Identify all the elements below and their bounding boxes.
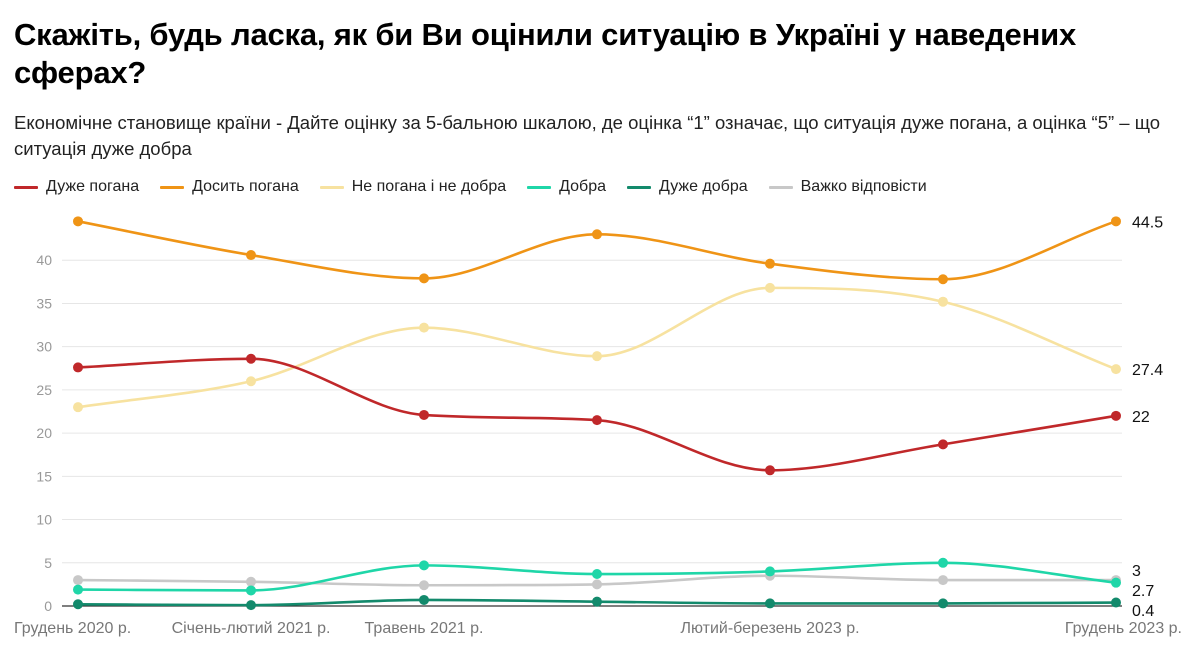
series-group [73, 594, 1121, 611]
legend-swatch [768, 185, 793, 189]
end-value-label: 27.4 [1132, 362, 1163, 379]
data-point[interactable] [73, 584, 83, 595]
data-point[interactable] [1111, 216, 1121, 227]
end-value-label: 3 [1132, 563, 1141, 580]
y-tick-label: 35 [36, 295, 52, 311]
data-point[interactable] [765, 566, 775, 577]
data-point[interactable] [419, 322, 429, 333]
data-point[interactable] [246, 376, 256, 387]
legend-item[interactable]: Важко відповісти [768, 178, 927, 196]
y-tick-label: 40 [36, 252, 52, 268]
legend-label: Досить погана [192, 178, 299, 195]
data-point[interactable] [765, 465, 775, 476]
data-point[interactable] [592, 229, 602, 240]
data-point[interactable] [592, 596, 602, 607]
data-point[interactable] [73, 216, 83, 227]
data-point[interactable] [73, 362, 83, 373]
legend-swatch [319, 185, 344, 189]
end-value-label: 44.5 [1132, 214, 1163, 231]
data-point[interactable] [419, 560, 429, 571]
legend-label: Не погана і не добра [351, 178, 507, 195]
data-point[interactable] [938, 557, 948, 568]
chart-subtitle: Економічне становище країни - Дайте оцін… [14, 112, 1161, 159]
chart-title: Скажіть, будь ласка, як би Ви оцінили си… [14, 17, 1077, 90]
data-point[interactable] [592, 415, 602, 426]
data-point[interactable] [419, 594, 429, 605]
data-point[interactable] [938, 296, 948, 307]
data-point[interactable] [419, 580, 429, 591]
end-value-label: 2.7 [1132, 583, 1154, 600]
data-point[interactable] [765, 258, 775, 269]
series-line [77, 357, 1117, 472]
y-tick-label: 30 [36, 339, 52, 355]
legend-label: Дуже погана [46, 178, 140, 195]
series-group [73, 282, 1121, 413]
x-tick-label: Січень-лютий 2021 р. [172, 620, 331, 637]
legend-swatch [627, 185, 652, 189]
series-line [77, 286, 1117, 409]
data-point[interactable] [765, 598, 775, 609]
legend-swatch [160, 185, 185, 189]
data-point[interactable] [938, 274, 948, 285]
y-tick-label: 0 [44, 598, 52, 614]
data-point[interactable] [246, 600, 256, 611]
data-point[interactable] [938, 598, 948, 609]
legend-label: Добра [559, 178, 607, 195]
x-tick-label: Травень 2021 р. [365, 620, 484, 637]
legend-label: Важко відповісти [800, 178, 927, 195]
legend-item[interactable]: Не погана і не добра [319, 178, 507, 196]
end-value-label: 0.4 [1132, 603, 1154, 620]
data-point[interactable] [1111, 410, 1121, 421]
data-point[interactable] [246, 250, 256, 261]
x-tick-label: Лютий-березень 2023 р. [680, 620, 859, 637]
legend-label: Дуже добра [659, 178, 748, 195]
y-tick-label: 20 [36, 425, 52, 441]
series-group [73, 557, 1121, 596]
data-point[interactable] [765, 282, 775, 293]
data-point[interactable] [1111, 364, 1121, 375]
data-point[interactable] [73, 599, 83, 610]
data-point[interactable] [592, 351, 602, 362]
series-group [73, 216, 1121, 285]
legend-swatch [14, 185, 38, 189]
data-point[interactable] [1111, 597, 1121, 608]
x-tick-label: Грудень 2020 р. [14, 620, 131, 637]
y-tick-label: 5 [44, 555, 52, 571]
data-point[interactable] [419, 273, 429, 284]
chart-legend: Дуже погана Досить погана Не погана і не д… [14, 178, 948, 196]
legend-item[interactable]: Досить погана [160, 178, 299, 196]
data-point[interactable] [938, 439, 948, 450]
x-tick-label: Грудень 2023 р. [1065, 620, 1182, 637]
data-point[interactable] [592, 579, 602, 590]
legend-swatch [527, 185, 552, 189]
data-point[interactable] [246, 576, 256, 587]
legend-item[interactable]: Дуже погана [14, 178, 139, 196]
data-point[interactable] [938, 575, 948, 586]
y-tick-label: 25 [36, 382, 52, 398]
series-group [73, 353, 1121, 476]
y-tick-label: 10 [36, 512, 52, 528]
data-point[interactable] [246, 585, 256, 596]
legend-item[interactable]: Дуже добра [627, 178, 748, 196]
end-value-label: 22 [1132, 409, 1150, 426]
legend-item[interactable]: Добра [527, 178, 606, 196]
data-point[interactable] [1111, 577, 1121, 588]
y-tick-label: 15 [36, 468, 52, 484]
data-point[interactable] [73, 575, 83, 586]
data-point[interactable] [73, 402, 83, 413]
data-point[interactable] [592, 569, 602, 580]
data-point[interactable] [419, 409, 429, 420]
data-point[interactable] [246, 353, 256, 364]
